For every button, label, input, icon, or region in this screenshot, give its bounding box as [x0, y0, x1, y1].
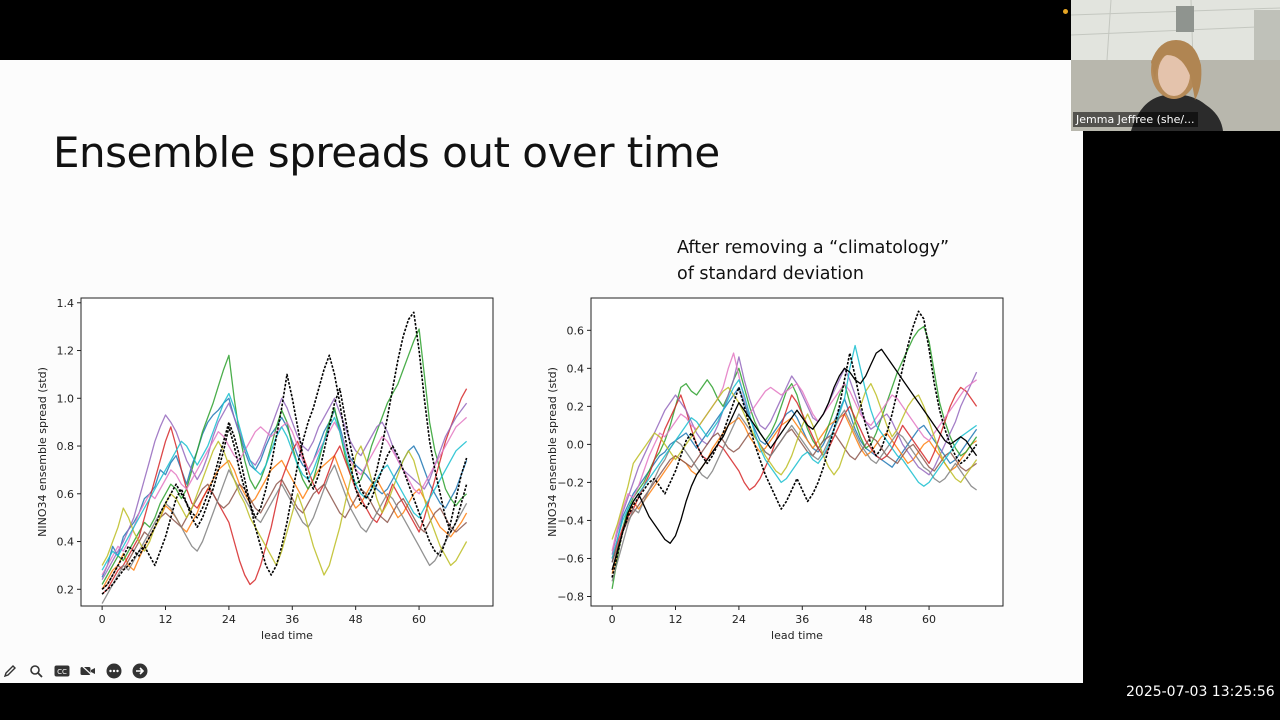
series-line-4 — [611, 386, 978, 559]
subtitle-line-1: After removing a “climatology” — [677, 238, 950, 258]
y-tick-label: 0.6 — [57, 488, 75, 501]
x-tick-label: 12 — [669, 613, 683, 626]
y-tick-label: 1.2 — [57, 345, 75, 358]
x-axis-label: lead time — [771, 629, 823, 642]
y-tick-label: 0.8 — [57, 440, 75, 453]
series-line-7 — [611, 352, 977, 552]
x-tick-label: 48 — [859, 613, 873, 626]
pencil-icon[interactable] — [0, 661, 20, 681]
x-tick-label: 0 — [609, 613, 616, 626]
series-line-4 — [101, 388, 468, 595]
x-axis-label: lead time — [261, 629, 313, 642]
y-tick-label: −0.2 — [557, 476, 584, 489]
series-line-8 — [101, 464, 468, 604]
chart-nino34-spread: 0 12 24 36 48 60 0.2 0.4 0.6 0.8 1.0 1.2 1.4 lead tim… — [36, 297, 494, 642]
x-tick-label: 0 — [99, 613, 106, 626]
more-icon[interactable] — [104, 661, 124, 681]
search-icon[interactable] — [26, 661, 46, 681]
y-tick-label: 0.0 — [567, 438, 585, 451]
series-line-11 — [611, 310, 978, 578]
x-tick-label: 36 — [285, 613, 299, 626]
x-tick-label: 60 — [412, 613, 426, 626]
series-line-9 — [101, 440, 468, 576]
y-tick-label: 0.4 — [567, 362, 585, 375]
svg-text:CC: CC — [57, 668, 67, 676]
x-tick-label: 24 — [222, 613, 236, 626]
slide-subtitle: After removing a “climatology” of standa… — [677, 235, 949, 287]
x-tick-label: 36 — [795, 613, 809, 626]
series-line-12 — [101, 354, 468, 590]
y-axis-label: NINO34 ensemble spread (std) — [36, 367, 49, 537]
y-tick-label: 1.0 — [57, 392, 75, 405]
webcam-video[interactable]: Jemma Jeffree (she/... — [1071, 0, 1280, 131]
y-axis-label: NINO34 ensemble spread (std) — [546, 367, 559, 537]
y-tick-label: 0.6 — [567, 324, 585, 337]
next-icon[interactable] — [130, 661, 150, 681]
series-line-10 — [101, 392, 468, 571]
series-line-3 — [101, 328, 468, 585]
series-line-6 — [101, 478, 468, 590]
x-tick-label: 24 — [732, 613, 746, 626]
x-tick-label: 60 — [922, 613, 936, 626]
y-tick-label: 0.2 — [57, 583, 75, 596]
recording-timestamp: 2025-07-03 13:25:56 — [1126, 684, 1275, 700]
recording-indicator — [1063, 9, 1068, 14]
y-tick-label: 1.4 — [57, 297, 75, 310]
captions-icon[interactable]: CC — [52, 661, 72, 681]
slide-title: Ensemble spreads out over time — [53, 128, 720, 177]
y-tick-label: −0.4 — [557, 514, 584, 527]
subtitle-line-2: of standard deviation — [677, 264, 864, 284]
x-tick-label: 48 — [349, 613, 363, 626]
series-line-12 — [611, 348, 978, 571]
series-line-6 — [611, 428, 977, 563]
y-tick-label: −0.8 — [557, 590, 584, 603]
presentation-toolbar: CC — [0, 660, 150, 682]
presentation-slide: Ensemble spreads out over time After rem… — [0, 60, 1083, 683]
series-line-11 — [101, 311, 468, 595]
x-tick-label: 12 — [159, 613, 173, 626]
camera-off-icon[interactable] — [78, 661, 98, 681]
plot-frame — [590, 297, 1004, 607]
y-tick-label: 0.2 — [567, 400, 585, 413]
series-line-9 — [611, 382, 978, 540]
participant-name: Jemma Jeffree (she/... — [1073, 112, 1198, 127]
y-tick-label: −0.6 — [557, 552, 584, 565]
chart-nino34-spread-adjusted: 0 12 24 36 48 60 −0.8 −0.6 −0.4 −0.2 0.0 0.2 0.4 0.6 l… — [546, 297, 1004, 642]
series-line-5 — [101, 397, 468, 581]
series-line-3 — [611, 325, 978, 590]
y-tick-label: 0.4 — [57, 536, 75, 549]
series-line-10 — [611, 344, 977, 559]
series-line-7 — [101, 416, 468, 576]
plot-frame — [80, 297, 494, 607]
series-line-5 — [611, 356, 978, 555]
